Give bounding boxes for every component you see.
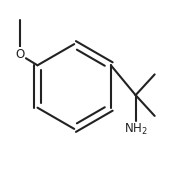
Text: O: O xyxy=(15,48,24,61)
Text: NH$_2$: NH$_2$ xyxy=(124,122,147,137)
